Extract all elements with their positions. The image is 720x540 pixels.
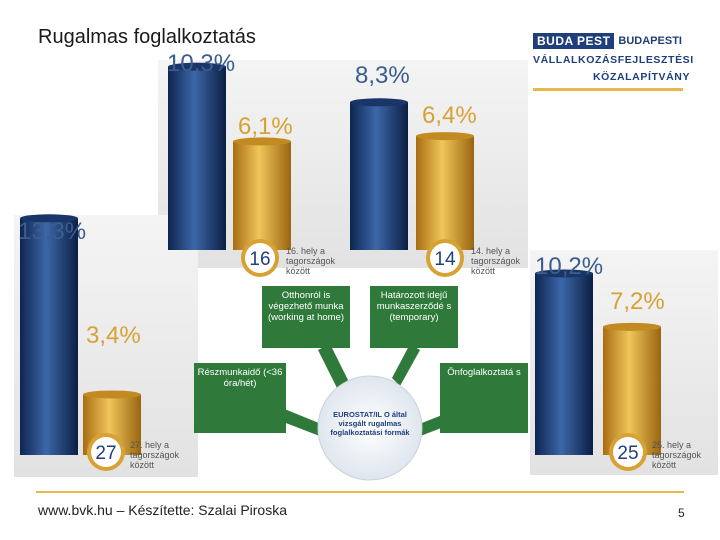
value-label-3-1: 13,3%: [18, 218, 87, 245]
bvk-logo: BUDA PEST BUDAPESTI VÁLLALKOZÁSFEJLESZTÉ…: [533, 33, 693, 93]
logo-line2: VÁLLALKOZÁSFEJLESZTÉSI: [533, 54, 694, 66]
rank-number-3: 27: [95, 443, 116, 464]
center-circle: [317, 375, 423, 481]
logo-line3: KÖZALAPÍTVÁNY: [593, 71, 691, 83]
category-callout-3: Részmunkaidő (<36 óra/hét): [194, 363, 286, 433]
rank-number-4: 25: [617, 443, 638, 464]
bar-top-2-2: [416, 132, 474, 141]
rank-number-2: 14: [434, 249, 456, 270]
page-number: 5: [678, 506, 685, 520]
footer-divider: [36, 491, 684, 493]
value-label-4-2: 7,2%: [610, 288, 665, 315]
rank-medal-inner-2: [430, 243, 460, 273]
center-label: EUROSTAT/IL O által vizsgált rugalmas fo…: [330, 410, 410, 437]
page-title: Rugalmas foglalkoztatás: [38, 26, 256, 48]
value-label-3-2: 3,4%: [86, 322, 141, 349]
category-callout-1: Otthonról is végezhető munka (working at…: [262, 286, 350, 348]
logo-badge: BUDA PEST: [533, 33, 615, 49]
bar-1-gold: [233, 141, 291, 250]
rank-label-2: 14. hely a tagországok között: [471, 246, 521, 276]
value-label-2-2: 6,4%: [422, 102, 477, 129]
bar-top-3-2: [83, 390, 141, 399]
bar-top-2-1: [350, 98, 408, 107]
bar-top-3-1: [20, 214, 78, 223]
logo-line1: BUDAPESTI: [618, 35, 682, 47]
bar-top-4-1: [535, 269, 593, 278]
bar-2-gold: [416, 136, 474, 250]
bar-top-1-1: [168, 62, 226, 71]
arrow-2: [392, 344, 420, 386]
value-label-1-1: 10,3%: [167, 50, 236, 77]
category-callout-2: Határozott idejű munkaszerződé s (tempor…: [370, 286, 458, 348]
rank-medal-inner-1: [245, 243, 275, 273]
rank-number-1: 16: [249, 249, 270, 270]
bar-1-blue: [168, 66, 226, 250]
bar-top-1-2: [233, 137, 291, 146]
bar-2-blue: [350, 102, 408, 250]
value-label-1-2: 6,1%: [238, 113, 293, 140]
value-label-4-1: 10,2%: [535, 253, 604, 280]
category-callout-4: Önfoglalkoztatá s: [440, 363, 528, 433]
rank-medal-inner-4: [613, 437, 643, 467]
bar-3-blue: [20, 218, 78, 455]
footer-text: www.bvk.hu – Készítette: Szalai Piroska: [38, 502, 287, 518]
logo-underline: [533, 88, 683, 91]
rank-label-1: 16. hely a tagországok között: [286, 246, 336, 276]
bar-top-4-2: [603, 322, 661, 331]
bar-4-blue: [535, 273, 593, 455]
value-label-2-1: 8,3%: [355, 62, 410, 89]
rank-label-3: 27. hely a tagországok között: [130, 440, 180, 470]
arrow-1: [318, 344, 348, 390]
rank-medal-inner-3: [91, 437, 121, 467]
rank-label-4: 25. hely a tagországok között: [652, 440, 702, 470]
